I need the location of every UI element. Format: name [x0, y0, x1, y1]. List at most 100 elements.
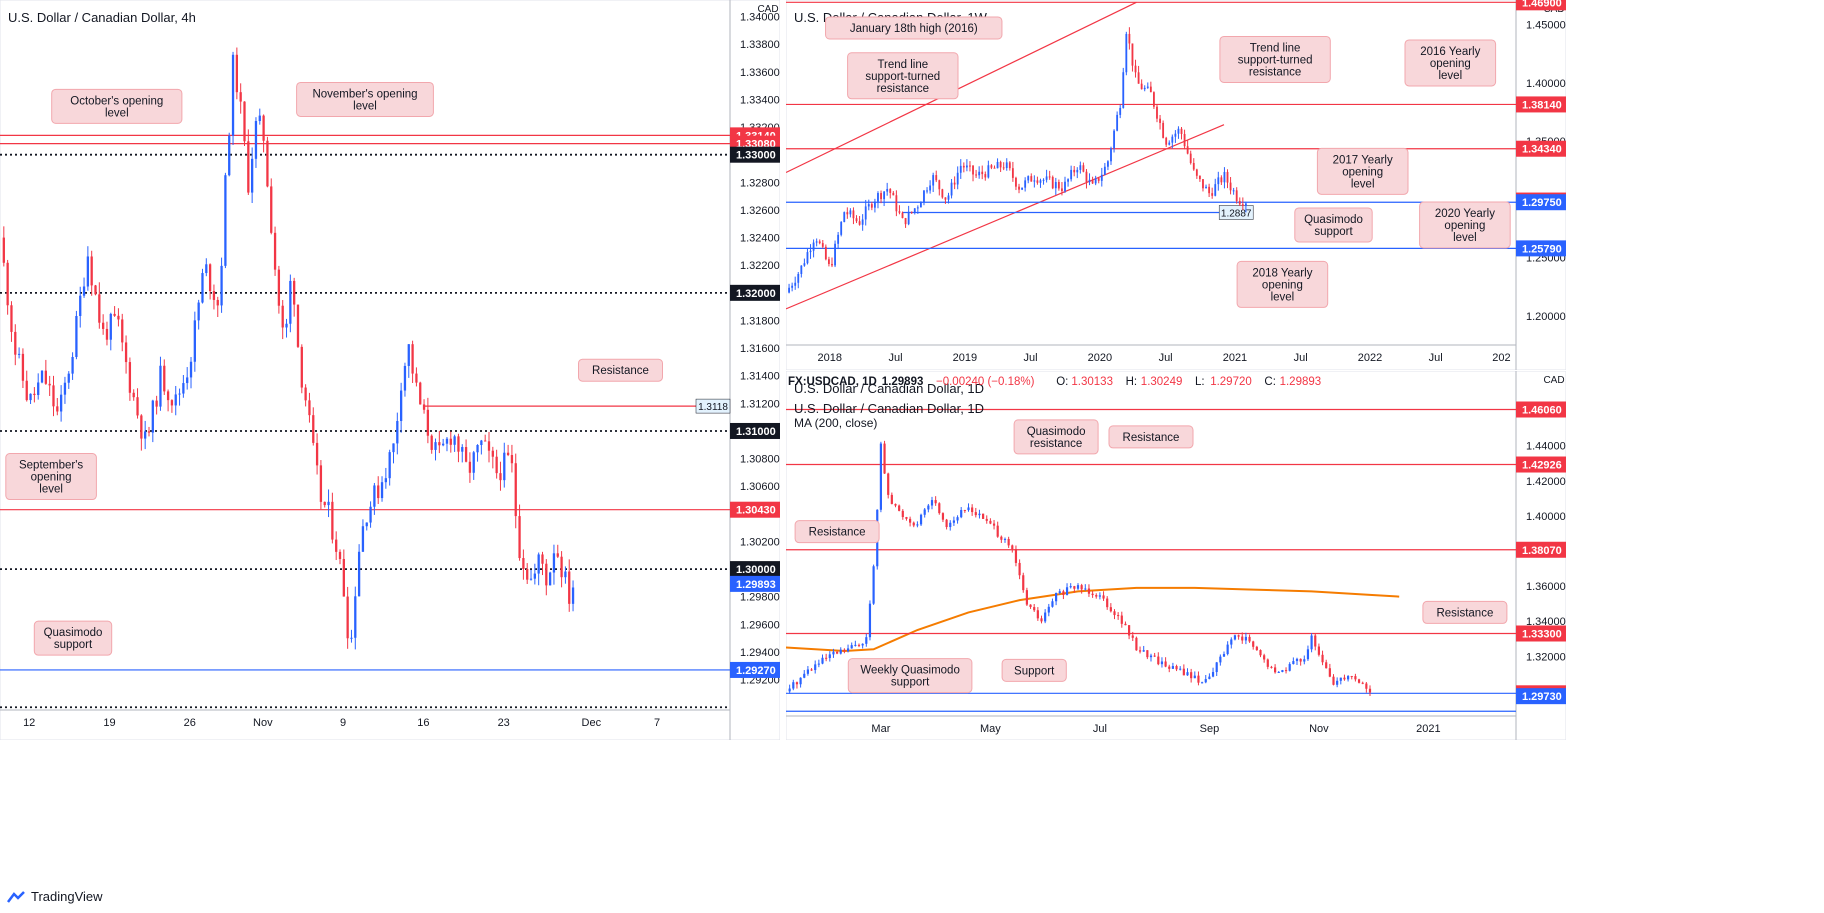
candle-body [1343, 677, 1346, 680]
candle-body [1022, 575, 1025, 591]
candle-body [312, 415, 315, 443]
x-tick-label: Jul [1294, 352, 1308, 364]
candle-body [1018, 562, 1021, 576]
candle-body [1164, 661, 1167, 667]
chart-panel-daily[interactable]: Mar May Jul Sep Nov 2021 1.32000 1.34000 1.36000… [785, 370, 1567, 741]
candle-body [1284, 670, 1288, 672]
candle-body [1339, 677, 1342, 681]
tradingview-logo[interactable]: TradingView [6, 889, 103, 904]
candle-body [37, 382, 40, 396]
candle-body [982, 513, 985, 519]
candle-body [880, 193, 882, 200]
chart-title: U.S. Dollar / Canadian Dollar, 4h [8, 10, 196, 25]
candle-body [86, 256, 90, 287]
candle-body [1091, 593, 1094, 596]
candle-body [795, 682, 799, 685]
x-tick-label: Jul [1024, 352, 1038, 364]
candle-body [1328, 668, 1331, 677]
candle-body [144, 431, 147, 439]
chart-panel-weekly[interactable]: 2018 Jul 2019 Jul 2020 Jul 2021 Jul 2022 Jul 202 1.… [785, 0, 1567, 371]
candle-body [1336, 680, 1339, 685]
candle-body [411, 344, 414, 374]
candle-body [1135, 637, 1138, 651]
callout-text: opening [1262, 279, 1303, 291]
candle-body [468, 461, 472, 473]
candle-body [1119, 107, 1122, 115]
candle-body [1229, 182, 1232, 191]
ohlc-l-label: L: [1195, 376, 1205, 388]
y-tick-label: 1.34000 [1526, 616, 1566, 628]
candle-body [220, 265, 223, 306]
candle-body [228, 135, 231, 176]
candle-body [1182, 668, 1185, 676]
y-tick-label: 1.44000 [1526, 441, 1566, 453]
trendline [785, 124, 1225, 310]
candle-body [1171, 666, 1174, 669]
ohlc-h: 1.30249 [1141, 376, 1183, 388]
candle-body [208, 264, 212, 292]
candle-body [63, 382, 67, 395]
candle-body [170, 400, 174, 406]
candle-body [932, 175, 935, 186]
candle-body [1202, 179, 1204, 189]
y-tick-label: 1.29800 [740, 592, 780, 604]
chart-title: U.S. Dollar / Canadian Dollar, 1D [794, 401, 984, 416]
candle-body [949, 522, 952, 528]
candle-body [1117, 615, 1120, 617]
candle-body [944, 197, 947, 200]
price-tag-label: 1.33300 [1522, 628, 1562, 640]
chart-4h-svg[interactable]: 12 19 26 Nov 9 16 23 Dec 71.292001.294001.296001… [0, 0, 781, 741]
candle-body [1174, 133, 1177, 137]
x-tick-label: Sep [1200, 723, 1220, 735]
price-tag [1516, 625, 1566, 642]
candle-body [1005, 162, 1008, 168]
candle-body [1125, 33, 1128, 73]
chart-weekly-svg[interactable]: 2018 Jul 2019 Jul 2020 Jul 2021 Jul 2022 Jul 202 1.… [785, 0, 1567, 371]
callout-box [1108, 425, 1194, 449]
chart-panel-4h[interactable]: 12 19 26 Nov 9 16 23 Dec 7 1.29200 1.29400 1.29600 1… [0, 0, 781, 741]
candle-body [1226, 644, 1229, 655]
candle-body [1128, 625, 1131, 636]
candle-body [883, 191, 886, 200]
candle-body [201, 273, 204, 303]
candle-body [945, 519, 948, 528]
candle-body [457, 436, 460, 452]
candle-body [950, 182, 953, 196]
candle-body [930, 500, 934, 506]
candle-body [422, 404, 426, 410]
callout-box [296, 81, 434, 117]
chart-daily-svg[interactable]: Mar May Jul Sep Nov 2021 1.32000 1.34000 1.36000… [785, 370, 1567, 741]
candle-body [1128, 33, 1131, 44]
candle-body [1223, 171, 1226, 183]
candle-body [1065, 587, 1069, 596]
callout-box [578, 358, 663, 382]
candle-body [815, 241, 818, 243]
candle-body [919, 514, 923, 525]
candle-body [791, 285, 794, 288]
candle-body [828, 259, 830, 264]
candle-body [1281, 670, 1284, 672]
callout-text: November's opening [312, 88, 417, 100]
callout-text: 2018 Yearly [1252, 267, 1312, 279]
annotation-callout: Resistance [1108, 425, 1194, 449]
callout-box [825, 16, 1003, 40]
x-tick-label: 7 [654, 717, 660, 729]
candle-body [990, 165, 993, 168]
candle-body [6, 262, 9, 306]
price-tag-label: 1.34340 [1522, 144, 1562, 156]
candle-body [817, 663, 820, 665]
candle-body [373, 485, 376, 507]
candle-body [25, 380, 28, 401]
ohlc-c: 1.29893 [1280, 376, 1322, 388]
candle-body [510, 455, 514, 464]
candle-body [1029, 604, 1032, 608]
candle-body [1208, 186, 1211, 194]
candle-body [831, 263, 833, 266]
candle-body [1008, 162, 1011, 169]
candle-body [1288, 664, 1291, 671]
callout-text: October's opening [70, 95, 163, 107]
candle-body [1357, 679, 1361, 683]
